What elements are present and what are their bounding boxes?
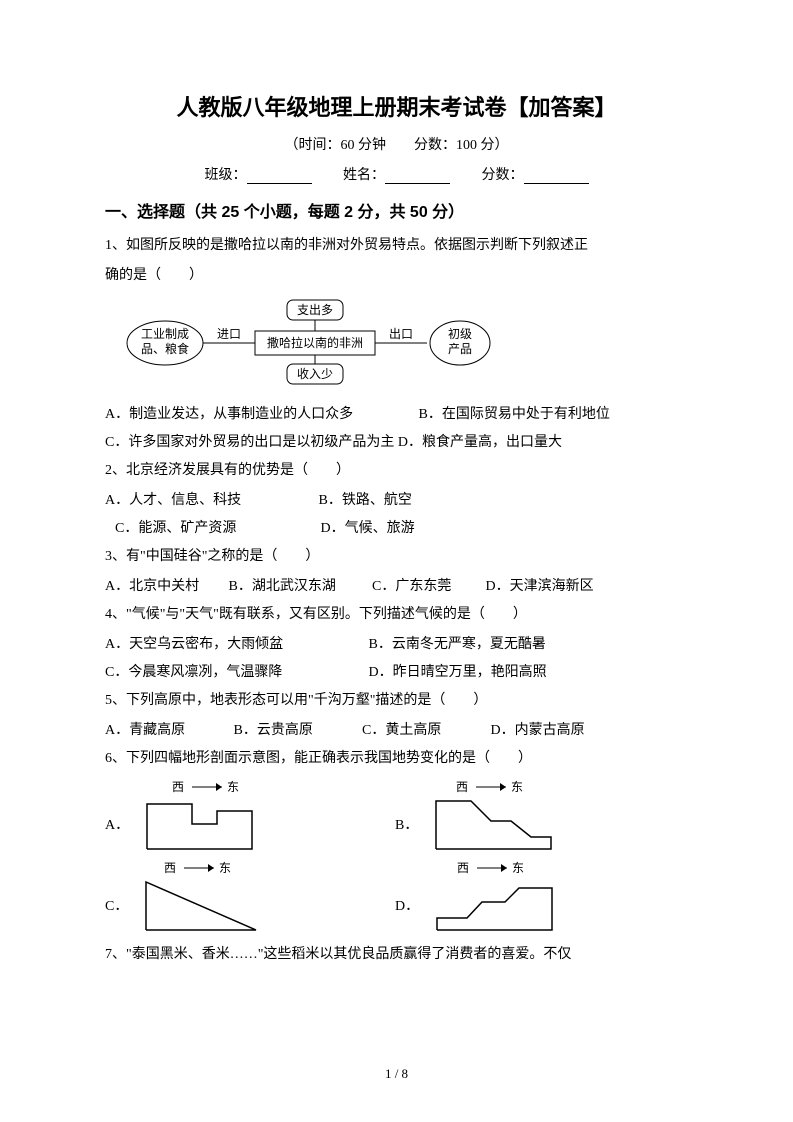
svg-text:东: 东 <box>227 780 239 794</box>
q5-optB: B．云贵高原 <box>234 717 359 745</box>
q4-optD: D．昨日晴空万里，艳阳高照 <box>369 659 547 687</box>
q7-stem: 7、"泰国黑米、香米……"这些稻米以其优良品质赢得了消费者的喜爱。不仅 <box>105 941 688 969</box>
exam-title: 人教版八年级地理上册期末考试卷【加答案】 <box>105 90 688 122</box>
q6-figB: 西 东 <box>426 779 566 854</box>
q1-optD: D．粮食产量高，出口量大 <box>398 429 562 457</box>
q1-top-box: 支出多 <box>297 303 333 317</box>
svg-text:东: 东 <box>511 780 523 794</box>
class-blank[interactable] <box>247 168 312 184</box>
q5-optA: A．青藏高原 <box>105 717 230 745</box>
q4-optA: A．天空乌云密布，大雨倾盆 <box>105 631 365 659</box>
q1-optB: B．在国际贸易中处于有利地位 <box>419 401 610 429</box>
q4-options-ab: A．天空乌云密布，大雨倾盆 B．云南冬无严寒，夏无酷暑 <box>105 631 688 659</box>
q6-figA: 西 东 <box>137 779 277 854</box>
q5-options: A．青藏高原 B．云贵高原 C．黄土高原 D．内蒙古高原 <box>105 717 688 745</box>
q6-row-cd: C． 西 东 D． 西 东 <box>105 860 688 935</box>
q1-center-box: 撒哈拉以南的非洲 <box>267 335 363 350</box>
name-label: 姓名： <box>343 168 385 183</box>
svg-text:西: 西 <box>457 861 469 875</box>
q2-optC: C．能源、矿产资源 <box>115 515 317 543</box>
q1-diagram: 工业制成 品、粮食 进口 撒哈拉以南的非洲 支出多 收入少 出口 初级 产品 <box>125 298 688 393</box>
section-1-header: 一、选择题（共 25 个小题，每题 2 分，共 50 分） <box>105 198 688 222</box>
q3-optC: C．广东东莞 <box>372 573 482 601</box>
score-label: 分数： <box>482 168 524 183</box>
q2-optA: A．人才、信息、科技 <box>105 487 315 515</box>
q1-stem-line1: 1、如图所反映的是撒哈拉以南的非洲对外贸易特点。依据图示判断下列叙述正 <box>105 232 688 260</box>
q5-optC: C．黄土高原 <box>362 717 487 745</box>
svg-text:东: 东 <box>512 861 524 875</box>
q2-stem: 2、北京经济发展具有的优势是（ ） <box>105 457 688 485</box>
q6-figD: 西 东 <box>427 860 567 935</box>
q1-export-label: 出口 <box>389 327 413 341</box>
score-blank[interactable] <box>524 168 589 184</box>
q1-options-cd: C．许多国家对外贸易的出口是以初级产品为主 D．粮食产量高，出口量大 <box>105 429 688 457</box>
q6-labelA: A． <box>105 814 129 854</box>
exam-subtitle: （时间：60 分钟 分数：100 分） <box>105 134 688 154</box>
q4-optB: B．云南冬无严寒，夏无酷暑 <box>369 631 546 659</box>
q6-labelB: B． <box>395 814 418 854</box>
svg-text:东: 东 <box>219 861 231 875</box>
q4-options-cd: C．今晨寒风凛冽，气温骤降 D．昨日晴空万里，艳阳高照 <box>105 659 688 687</box>
page-footer: 1 / 8 <box>0 1066 793 1082</box>
q3-optB: B．湖北武汉东湖 <box>229 573 369 601</box>
info-blanks: 班级： 姓名： 分数： <box>105 164 688 184</box>
q1-diagram-svg: 工业制成 品、粮食 进口 撒哈拉以南的非洲 支出多 收入少 出口 初级 产品 <box>125 298 505 388</box>
q6-row-ab: A． 西 东 B． 西 东 <box>105 779 688 854</box>
q3-stem: 3、有"中国硅谷"之称的是（ ） <box>105 543 688 571</box>
q1-optC: C．许多国家对外贸易的出口是以初级产品为主 <box>105 429 394 457</box>
q1-left-box-l2: 品、粮食 <box>141 341 189 356</box>
q3-optD: D．天津滨海新区 <box>486 573 594 601</box>
q1-optA: A．制造业发达，从事制造业的人口众多 <box>105 401 415 429</box>
q2-options-cd: C．能源、矿产资源 D．气候、旅游 <box>105 515 688 543</box>
name-blank[interactable] <box>385 168 450 184</box>
q5-optD: D．内蒙古高原 <box>491 717 585 745</box>
q1-bottom-box: 收入少 <box>297 367 333 381</box>
q6-labelD: D． <box>395 895 419 935</box>
svg-text:西: 西 <box>172 780 184 794</box>
svg-text:西: 西 <box>456 780 468 794</box>
q1-import-label: 进口 <box>217 327 241 341</box>
q4-stem: 4、"气候"与"天气"既有联系，又有区别。下列描述气候的是（ ） <box>105 601 688 629</box>
q6-labelC: C． <box>105 895 128 935</box>
q6-figC: 西 东 <box>136 860 276 935</box>
q1-right-box-l2: 产品 <box>448 342 472 356</box>
q5-stem: 5、下列高原中，地表形态可以用"千沟万壑"描述的是（ ） <box>105 687 688 715</box>
q1-stem-line2: 确的是（ ） <box>105 262 688 290</box>
q6-stem: 6、下列四幅地形剖面示意图，能正确表示我国地势变化的是（ ） <box>105 745 688 773</box>
q2-optB: B．铁路、航空 <box>319 487 412 515</box>
q2-optD: D．气候、旅游 <box>321 515 415 543</box>
svg-text:西: 西 <box>164 861 176 875</box>
q3-optA: A．北京中关村 <box>105 573 225 601</box>
q2-options-ab: A．人才、信息、科技 B．铁路、航空 <box>105 487 688 515</box>
q1-left-box-l1: 工业制成 <box>141 327 189 341</box>
q3-options: A．北京中关村 B．湖北武汉东湖 C．广东东莞 D．天津滨海新区 <box>105 573 688 601</box>
q4-optC: C．今晨寒风凛冽，气温骤降 <box>105 659 365 687</box>
q1-right-box-l1: 初级 <box>448 327 472 341</box>
class-label: 班级： <box>205 168 247 183</box>
q1-options-ab: A．制造业发达，从事制造业的人口众多 B．在国际贸易中处于有利地位 <box>105 401 688 429</box>
